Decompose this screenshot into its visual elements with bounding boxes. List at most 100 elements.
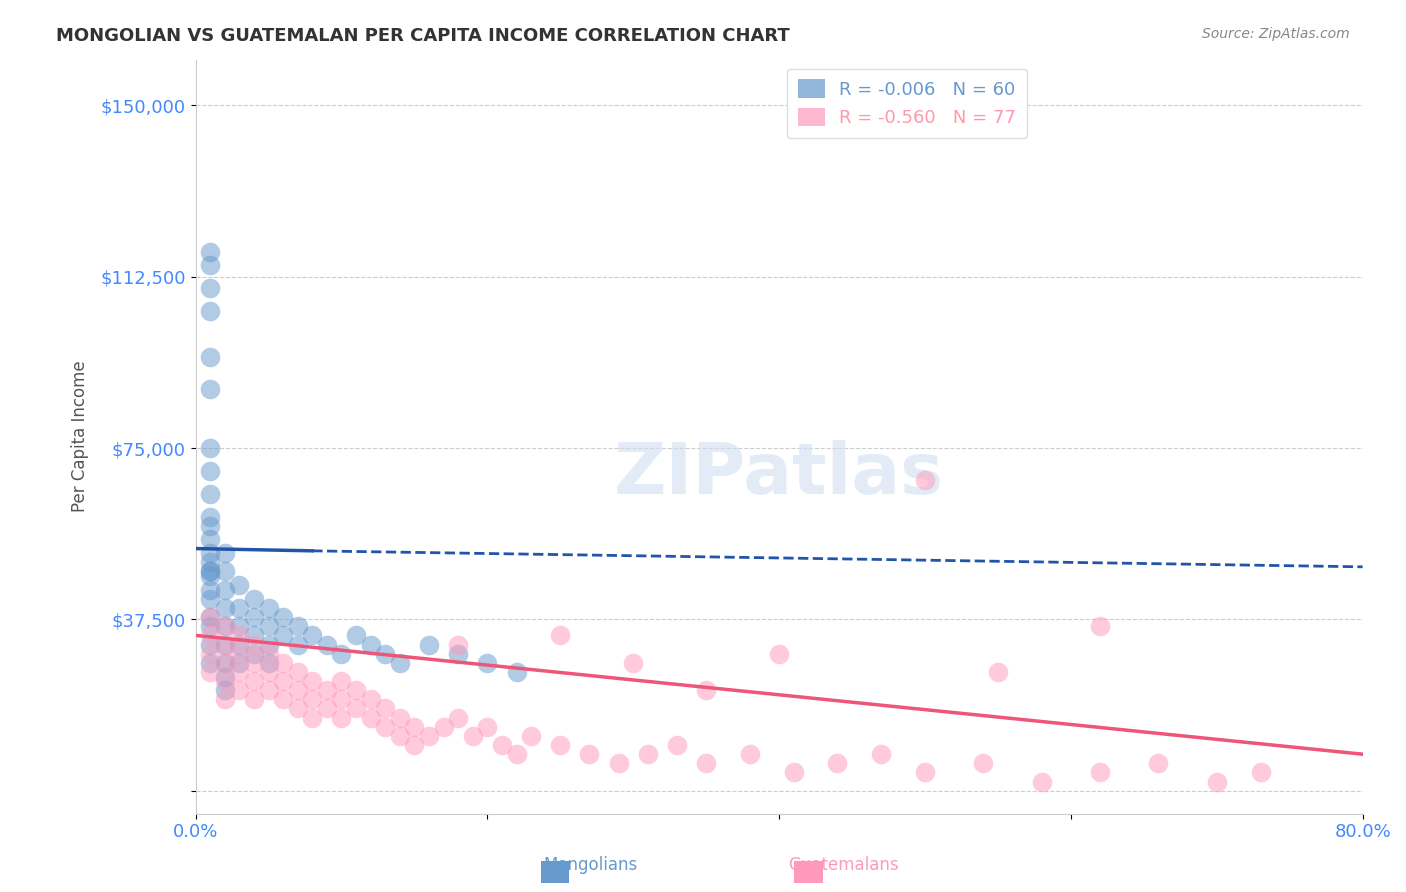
Point	[198, 518, 221, 533]
Point	[374, 647, 396, 661]
Point	[388, 711, 411, 725]
Point	[360, 638, 382, 652]
Point	[330, 711, 353, 725]
Point	[243, 656, 266, 670]
Point	[198, 647, 221, 661]
Point	[198, 665, 221, 679]
Point	[287, 683, 309, 698]
Point	[228, 683, 250, 698]
Point	[214, 656, 236, 670]
Point	[257, 601, 280, 615]
Point	[243, 692, 266, 706]
Point	[228, 578, 250, 592]
Point	[198, 610, 221, 624]
Text: ZIPatlas: ZIPatlas	[614, 440, 945, 508]
Point	[388, 729, 411, 743]
Point	[257, 665, 280, 679]
Point	[637, 747, 659, 762]
Point	[301, 628, 323, 642]
Point	[360, 711, 382, 725]
Point	[198, 546, 221, 560]
Point	[214, 669, 236, 683]
Point	[505, 747, 527, 762]
Point	[1088, 765, 1111, 780]
Point	[198, 486, 221, 500]
Point	[301, 692, 323, 706]
Point	[1250, 765, 1272, 780]
Legend: R = -0.006   N = 60, R = -0.560   N = 77: R = -0.006 N = 60, R = -0.560 N = 77	[787, 69, 1026, 138]
Point	[198, 591, 221, 606]
Point	[301, 674, 323, 689]
Point	[257, 638, 280, 652]
Point	[374, 701, 396, 715]
Point	[783, 765, 806, 780]
Point	[447, 638, 470, 652]
Point	[257, 683, 280, 698]
Point	[578, 747, 600, 762]
Point	[214, 582, 236, 597]
Point	[477, 720, 499, 734]
Point	[301, 711, 323, 725]
Point	[198, 610, 221, 624]
Point	[198, 565, 221, 579]
Point	[198, 533, 221, 547]
Point	[243, 591, 266, 606]
Point	[228, 601, 250, 615]
Point	[404, 738, 426, 752]
Point	[214, 638, 236, 652]
Point	[214, 692, 236, 706]
Point	[271, 656, 294, 670]
Point	[432, 720, 454, 734]
Point	[198, 628, 221, 642]
Point	[418, 638, 440, 652]
Point	[198, 258, 221, 272]
Point	[330, 674, 353, 689]
Point	[360, 692, 382, 706]
Point	[287, 638, 309, 652]
Point	[447, 711, 470, 725]
Point	[914, 473, 936, 487]
Point	[695, 683, 717, 698]
Point	[198, 350, 221, 364]
Point	[447, 647, 470, 661]
Point	[198, 304, 221, 318]
Point	[1205, 774, 1227, 789]
Point	[344, 683, 367, 698]
Point	[228, 638, 250, 652]
Point	[198, 509, 221, 524]
Point	[198, 569, 221, 583]
Point	[228, 665, 250, 679]
Point	[987, 665, 1010, 679]
Point	[972, 756, 994, 771]
Point	[198, 656, 221, 670]
Point	[271, 674, 294, 689]
Point	[198, 441, 221, 455]
Point	[271, 628, 294, 642]
Point	[738, 747, 761, 762]
Point	[330, 647, 353, 661]
Point	[548, 628, 571, 642]
Point	[198, 464, 221, 478]
Point	[914, 765, 936, 780]
Point	[198, 638, 221, 652]
Point	[214, 656, 236, 670]
Point	[621, 656, 644, 670]
Point	[1088, 619, 1111, 633]
Point	[271, 692, 294, 706]
Point	[228, 619, 250, 633]
Point	[198, 619, 221, 633]
Point	[477, 656, 499, 670]
Point	[330, 692, 353, 706]
Point	[404, 720, 426, 734]
Point	[257, 656, 280, 670]
Point	[870, 747, 893, 762]
Point	[374, 720, 396, 734]
Point	[243, 638, 266, 652]
Point	[344, 628, 367, 642]
Point	[243, 610, 266, 624]
Text: Source: ZipAtlas.com: Source: ZipAtlas.com	[1202, 27, 1350, 41]
Point	[257, 619, 280, 633]
Point	[520, 729, 543, 743]
Point	[198, 565, 221, 579]
Point	[827, 756, 849, 771]
